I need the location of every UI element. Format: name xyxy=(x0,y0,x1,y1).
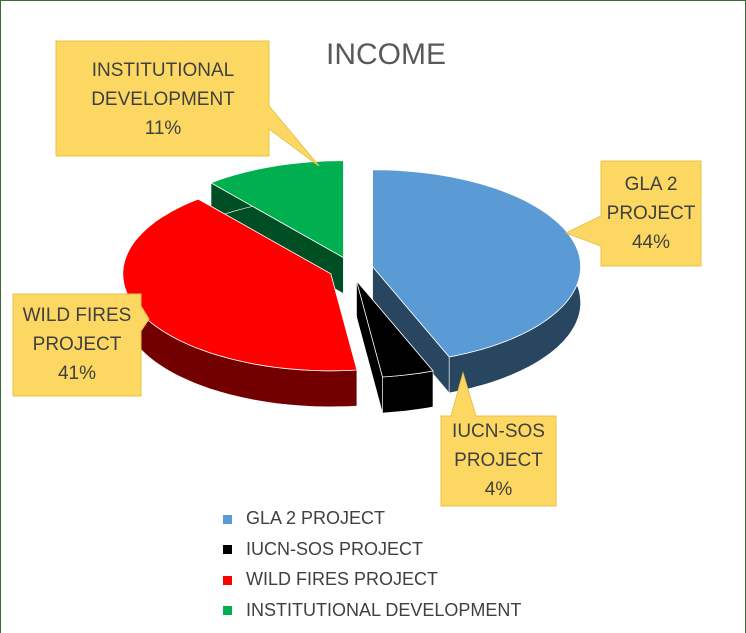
pie-slice-group xyxy=(356,279,434,414)
legend-swatch xyxy=(223,514,232,524)
legend-item: GLA 2 PROJECT xyxy=(223,508,385,529)
pie-slice xyxy=(356,280,434,378)
legend-label: WILD FIRES PROJECT xyxy=(246,569,439,589)
pie-slice-group xyxy=(122,198,358,408)
legend-item: WILD FIRES PROJECT xyxy=(223,569,438,590)
label-value: 44% xyxy=(631,232,671,253)
label-name: INSTITUTIONAL DEVELOPMENT xyxy=(91,60,235,110)
callouts xyxy=(12,40,702,507)
legend-label: INSTITUTIONAL DEVELOPMENT xyxy=(246,599,522,620)
pie-slice xyxy=(372,169,582,358)
legend-swatch xyxy=(223,606,232,616)
data-label: WILD FIRES PROJECT 41% xyxy=(17,301,137,388)
callout-box xyxy=(55,40,320,167)
pie-slice xyxy=(210,160,344,259)
pie-slice-group xyxy=(372,169,582,394)
pie xyxy=(122,160,582,414)
label-value: 11% xyxy=(144,118,182,139)
data-label: IUCN-SOS PROJECT 4% xyxy=(445,417,552,504)
chart-title: INCOME xyxy=(326,38,446,71)
data-label: INSTITUTIONAL DEVELOPMENT 11% xyxy=(63,56,263,143)
legend-swatch xyxy=(223,575,232,585)
label-value: 41% xyxy=(57,363,97,384)
data-label: GLA 2 PROJECT 44% xyxy=(605,170,697,257)
label-value: 4% xyxy=(484,479,513,500)
legend-swatch xyxy=(223,545,232,555)
callout-box xyxy=(440,371,557,507)
legend-label: IUCN-SOS PROJECT xyxy=(246,538,424,559)
label-name: WILD FIRES PROJECT xyxy=(22,305,132,355)
label-name: IUCN-SOS PROJECT xyxy=(452,421,545,471)
callout-box xyxy=(12,293,150,397)
label-name: GLA 2 PROJECT xyxy=(606,174,696,224)
legend-item: IUCN-SOS PROJECT xyxy=(223,539,423,560)
legend-label: GLA 2 PROJECT xyxy=(246,508,386,528)
callout-box xyxy=(564,160,702,267)
legend-item: INSTITUTIONAL DEVELOPMENT xyxy=(223,600,521,621)
slice-wall xyxy=(382,370,434,414)
